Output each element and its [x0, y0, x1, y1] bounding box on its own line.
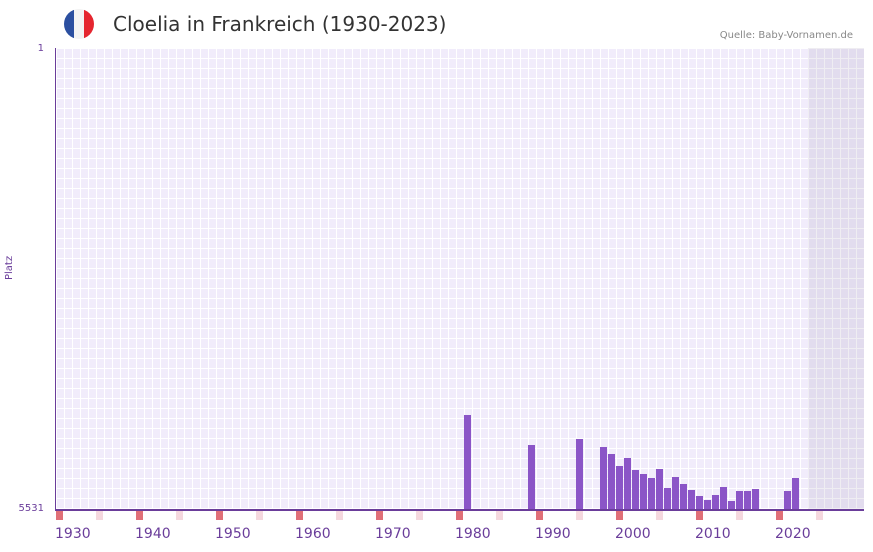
x-tick-1980: 1980: [455, 526, 491, 542]
bar-2016[interactable]: [744, 491, 751, 510]
france-flag-icon: [64, 9, 94, 39]
bar-1999[interactable]: [608, 454, 615, 510]
bar-2001[interactable]: [624, 458, 631, 510]
year-marker-1950: [216, 511, 223, 520]
year-marker-2015: [736, 511, 743, 520]
bar-2012[interactable]: [712, 494, 719, 510]
year-marker-2010: [696, 511, 703, 520]
bar-2008[interactable]: [680, 484, 687, 510]
bar-2015[interactable]: [736, 491, 743, 510]
y-tick-bottom: 5531: [18, 503, 44, 514]
bar-1998[interactable]: [600, 447, 607, 510]
chart-title: Cloelia in Frankreich (1930-2023): [113, 12, 447, 36]
x-tick-2010: 2010: [695, 526, 731, 542]
source-link[interactable]: Quelle: Baby-Vornamen.de: [719, 30, 853, 41]
year-marker-1965: [336, 511, 343, 520]
year-marker-1955: [256, 511, 263, 520]
year-marker-1995: [576, 511, 583, 520]
y-axis-line: [55, 48, 56, 511]
x-tick-1970: 1970: [375, 526, 411, 542]
y-axis-label: Platz: [4, 255, 15, 280]
x-tick-1960: 1960: [295, 526, 331, 542]
bar-1989[interactable]: [528, 445, 535, 510]
year-marker-1985: [496, 511, 503, 520]
bar-2022[interactable]: [792, 478, 799, 510]
bar-2014[interactable]: [728, 500, 735, 510]
bar-2011[interactable]: [704, 499, 711, 510]
bar-2004[interactable]: [648, 478, 655, 510]
bar-2017[interactable]: [752, 489, 759, 510]
bar-2003[interactable]: [640, 473, 647, 510]
year-marker-row: [56, 511, 864, 520]
bar-2013[interactable]: [720, 487, 727, 510]
x-tick-2020: 2020: [775, 526, 811, 542]
year-marker-1935: [96, 511, 103, 520]
year-marker-1940: [136, 511, 143, 520]
bar-2002[interactable]: [632, 469, 639, 510]
future-shaded-region: [808, 48, 864, 510]
year-marker-2025: [816, 511, 823, 520]
year-marker-2020: [776, 511, 783, 520]
bar-2010[interactable]: [696, 495, 703, 510]
year-marker-1945: [176, 511, 183, 520]
bar-1995[interactable]: [576, 438, 583, 510]
x-axis-line: [55, 509, 864, 511]
bar-2000[interactable]: [616, 465, 623, 510]
year-marker-2005: [656, 511, 663, 520]
bar-2021[interactable]: [784, 491, 791, 510]
year-marker-2000: [616, 511, 623, 520]
bar-2005[interactable]: [656, 468, 663, 510]
x-tick-1940: 1940: [135, 526, 171, 542]
bar-2009[interactable]: [688, 490, 695, 510]
year-marker-1960: [296, 511, 303, 520]
grid: [56, 48, 864, 510]
year-marker-1975: [416, 511, 423, 520]
bar-2006[interactable]: [664, 488, 671, 510]
bar-1981[interactable]: [464, 415, 471, 510]
x-tick-1990: 1990: [535, 526, 571, 542]
x-tick-1930: 1930: [55, 526, 91, 542]
year-marker-1930: [56, 511, 63, 520]
y-tick-top: 1: [37, 43, 44, 54]
year-marker-1970: [376, 511, 383, 520]
year-marker-1990: [536, 511, 543, 520]
bar-2007[interactable]: [672, 477, 679, 510]
x-tick-1950: 1950: [215, 526, 251, 542]
plot-area: [56, 48, 864, 510]
x-tick-2000: 2000: [615, 526, 651, 542]
year-marker-1980: [456, 511, 463, 520]
